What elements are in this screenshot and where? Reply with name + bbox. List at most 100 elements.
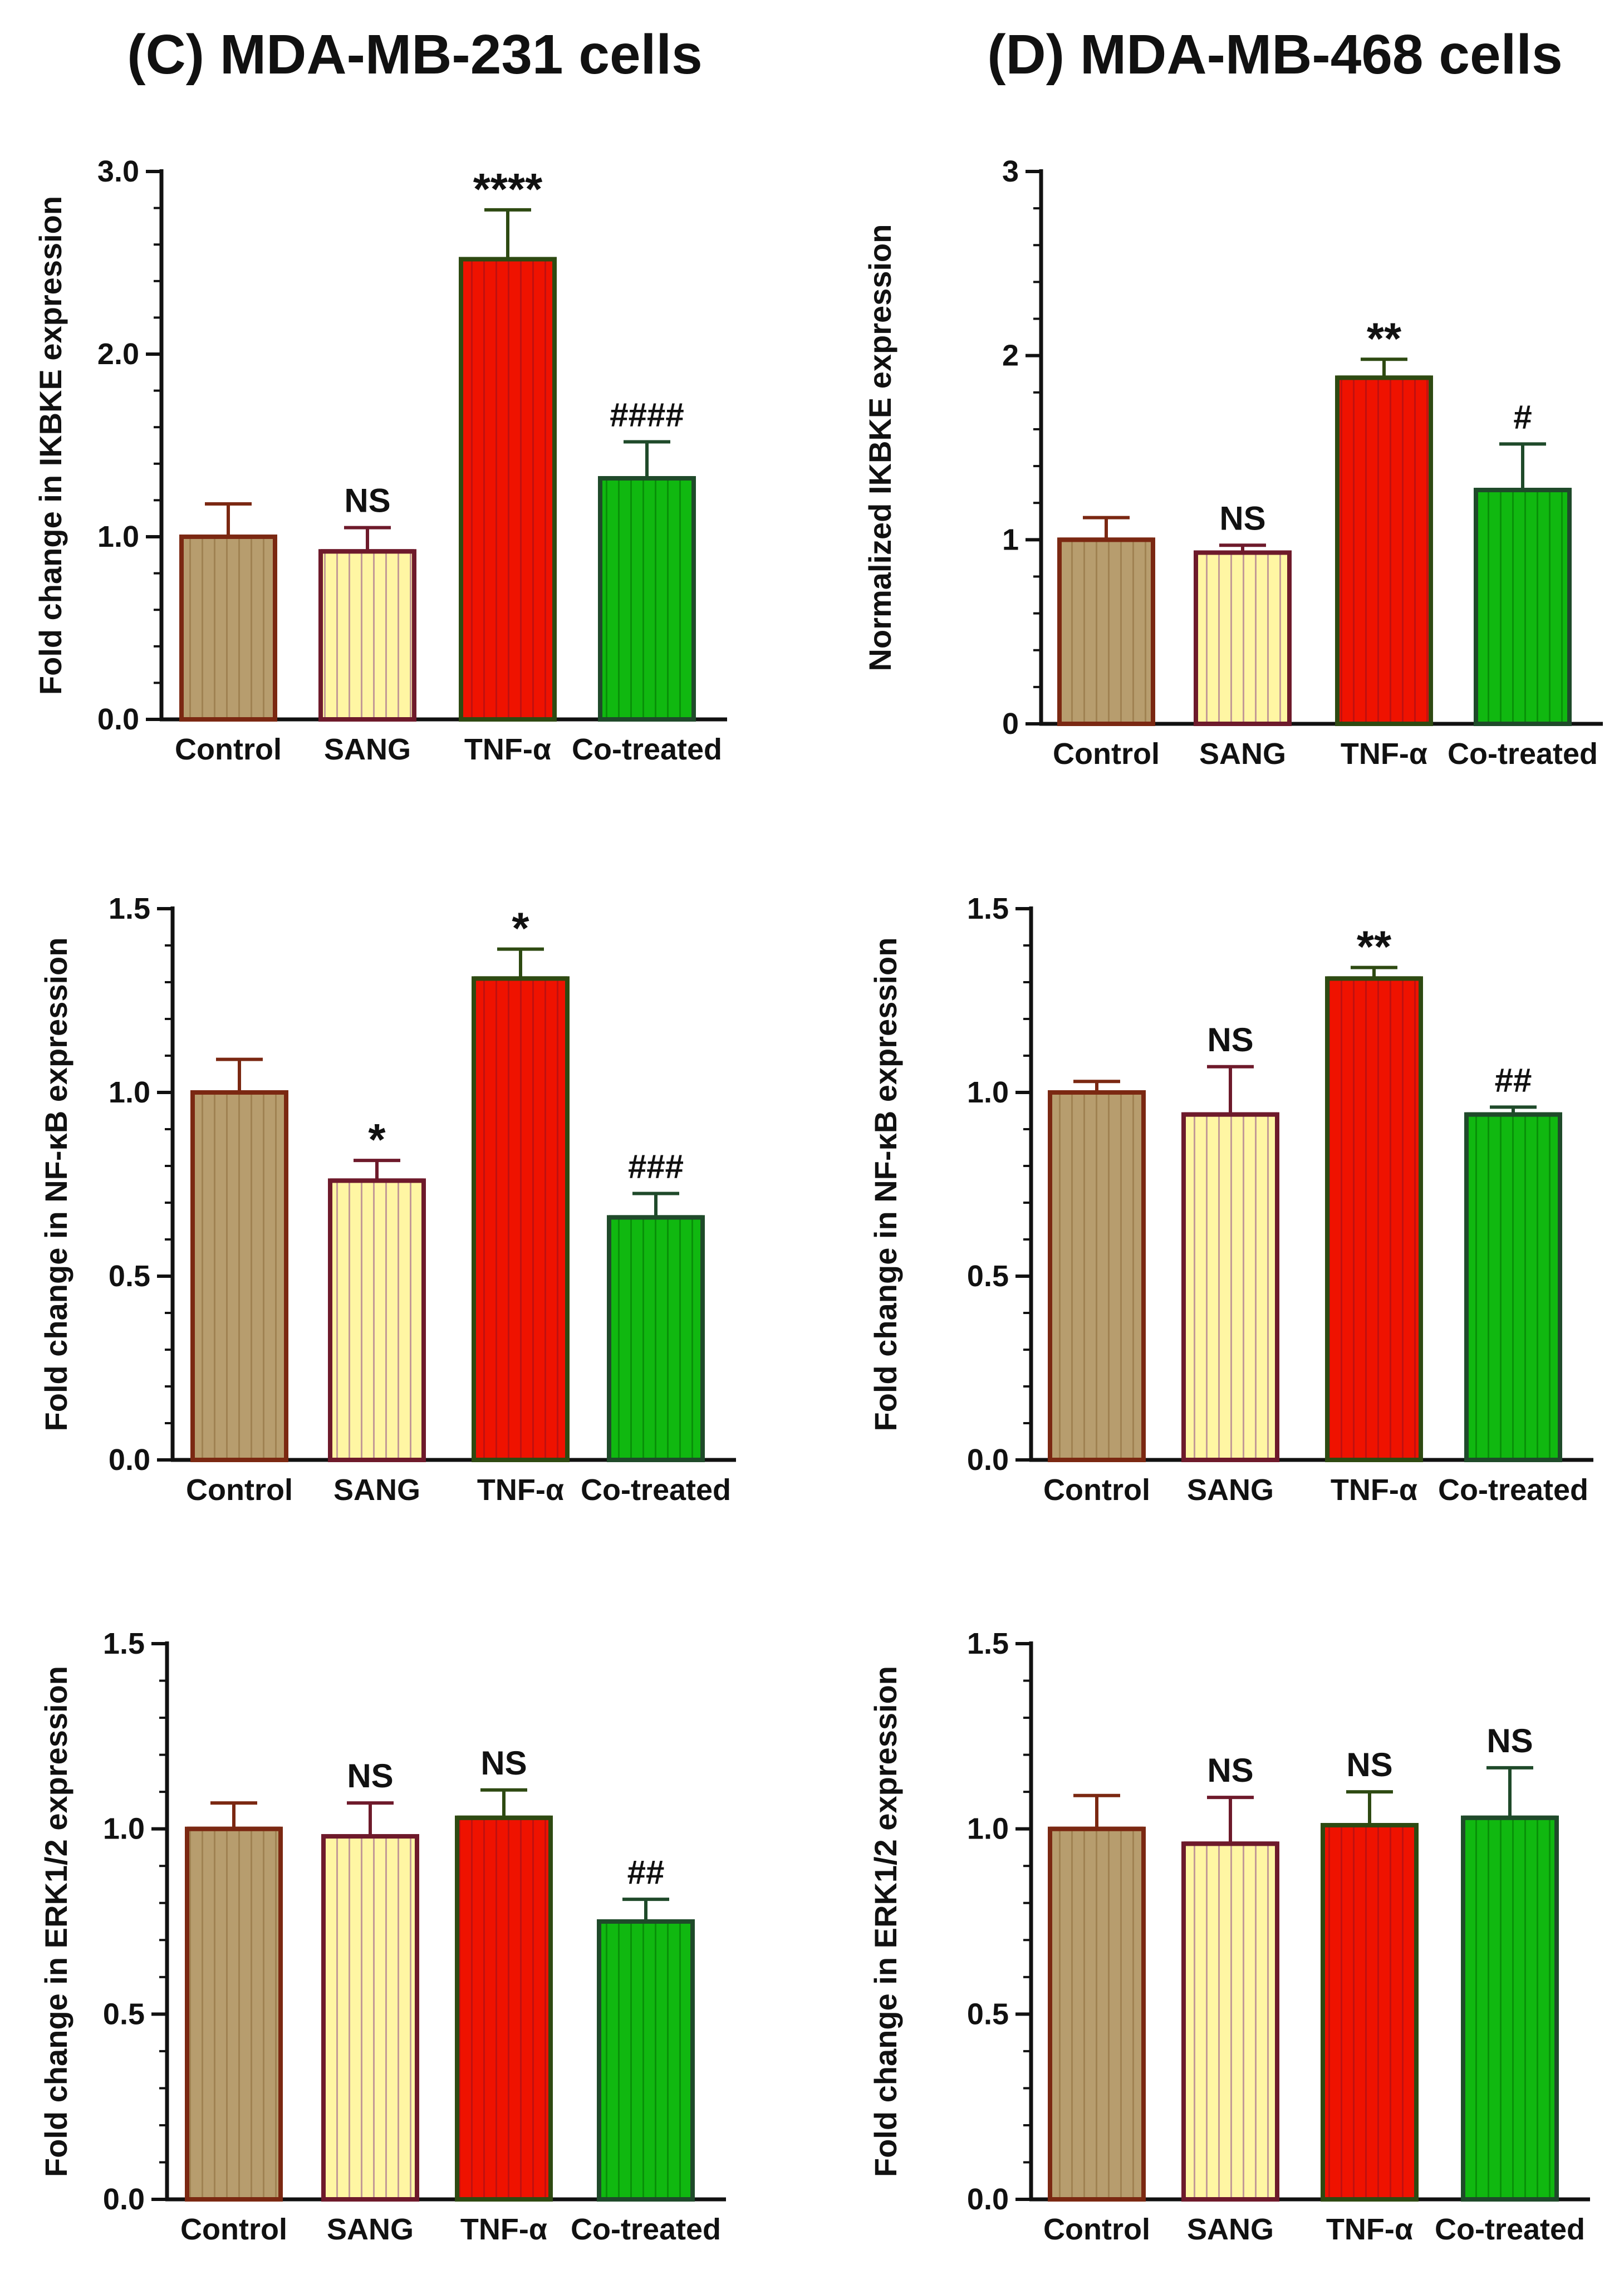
x-tick-label-co-treated: Co-treated — [572, 733, 722, 766]
column-title-c: (C) MDA-MB-231 cells — [127, 23, 703, 86]
significance-label-sang: NS — [1207, 1021, 1253, 1058]
y-tick-label: 3 — [1002, 155, 1019, 188]
x-tick-label-sang: SANG — [324, 733, 411, 766]
y-tick-label: 0.5 — [967, 1997, 1009, 2031]
x-tick-label-control: Control — [1043, 1473, 1150, 1507]
bar-sang — [321, 1834, 419, 2202]
chart-panel-d-2: Fold change in NF-κB expression 0.0 0.5 1.0… — [868, 892, 1593, 1507]
bar-sang — [1194, 550, 1292, 726]
x-tick-label-tnf: TNF-α — [460, 2213, 547, 2246]
bar-tnf — [472, 976, 570, 1462]
significance-label-tnf: NS — [1346, 1746, 1392, 1783]
x-tick-label-sang: SANG — [333, 1473, 420, 1507]
chart-panel-d-3: Fold change in ERK1/2 expression 0.0 0.5 1.… — [868, 1627, 1590, 2246]
significance-label-sang: NS — [344, 482, 390, 519]
x-tick-label-sang: SANG — [1187, 1473, 1274, 1507]
x-tick-label-co-treated: Co-treated — [1438, 1473, 1588, 1507]
bar-co-treated — [1464, 1112, 1562, 1462]
bar-tnf — [455, 1815, 553, 2202]
significance-label-co-treated: ### — [628, 1148, 684, 1185]
y-axis-label: Normalized IKBKE expression — [862, 224, 897, 671]
x-tick-label-tnf: TNF-α — [1326, 2213, 1413, 2246]
y-tick-label: 1.0 — [97, 520, 139, 553]
x-tick-label-control: Control — [1053, 737, 1160, 771]
x-tick-label-co-treated: Co-treated — [581, 1473, 731, 1507]
y-tick-label: 0.0 — [967, 2183, 1009, 2216]
bar-sang — [318, 549, 416, 722]
bar-control — [190, 1090, 288, 1462]
x-tick-label-sang: SANG — [327, 2213, 414, 2246]
significance-label-sang: * — [368, 1115, 386, 1164]
bar-control — [185, 1826, 283, 2202]
x-tick-label-sang: SANG — [1199, 737, 1286, 771]
significance-label-tnf: ** — [1367, 313, 1402, 363]
y-tick-label: 0.5 — [967, 1259, 1009, 1293]
bar-sang — [328, 1178, 426, 1462]
y-tick-label: 1.0 — [967, 1812, 1009, 1846]
x-tick-label-tnf: TNF-α — [1341, 737, 1427, 771]
y-axis-label: Fold change in ERK1/2 expression — [38, 1666, 73, 2177]
bar-control — [1048, 1826, 1146, 2202]
chart-panel-c-1: Fold change in IKBKE expression 0.0 1.0 2.0… — [33, 155, 727, 766]
y-tick-label: 0.5 — [103, 1997, 145, 2031]
significance-label-tnf: NS — [480, 1744, 527, 1782]
y-tick-label: 1.5 — [103, 1627, 145, 1660]
x-tick-label-control: Control — [180, 2213, 287, 2246]
x-tick-label-sang: SANG — [1187, 2213, 1274, 2246]
bar-co-treated — [1474, 488, 1572, 726]
bar-control — [179, 535, 277, 722]
y-tick-label: 1.0 — [967, 1076, 1009, 1109]
x-tick-label-co-treated: Co-treated — [1435, 2213, 1585, 2246]
bar-sang — [1181, 1112, 1279, 1462]
significance-label-co-treated: NS — [1486, 1722, 1533, 1759]
y-tick-label: 1.5 — [967, 1627, 1009, 1660]
y-tick-label: 2.0 — [97, 337, 139, 371]
y-tick-label: 1 — [1002, 523, 1019, 556]
y-tick-label: 1.5 — [109, 892, 150, 925]
bar-co-treated — [598, 476, 696, 722]
bar-tnf — [1321, 1823, 1419, 2202]
chart-panel-c-3: Fold change in ERK1/2 expression 0.0 0.5 1.… — [38, 1627, 726, 2246]
y-tick-label: 0.5 — [109, 1259, 150, 1293]
bar-co-treated — [597, 1919, 695, 2202]
x-tick-label-tnf: TNF-α — [1331, 1473, 1417, 1507]
y-tick-label: 0 — [1002, 707, 1019, 741]
column-title-d: (D) MDA-MB-468 cells — [987, 23, 1563, 86]
bar-co-treated — [607, 1215, 705, 1462]
y-tick-label: 0.0 — [103, 2183, 145, 2216]
bar-tnf — [1335, 375, 1433, 726]
y-tick-label: 1.5 — [967, 892, 1009, 925]
y-axis-label: Fold change in IKBKE expression — [33, 196, 68, 695]
x-tick-label-control: Control — [186, 1473, 293, 1507]
significance-label-co-treated: # — [1513, 398, 1532, 435]
y-axis-label: Fold change in NF-κB expression — [38, 938, 73, 1432]
bar-co-treated — [1461, 1815, 1559, 2202]
significance-label-co-treated: ## — [627, 1854, 665, 1891]
y-axis-label: Fold change in ERK1/2 expression — [868, 1666, 903, 2177]
significance-label-co-treated: #### — [610, 396, 684, 433]
chart-panel-d-1: Normalized IKBKE expression 0 1 2 3 Control NS… — [862, 155, 1603, 771]
chart-panel-c-2: Fold change in NF-κB expression 0.0 0.5 1.0… — [38, 892, 736, 1507]
bar-tnf — [459, 257, 557, 722]
x-tick-label-control: Control — [1043, 2213, 1150, 2246]
y-tick-label: 0.0 — [109, 1443, 150, 1477]
significance-label-sang: NS — [347, 1757, 393, 1795]
y-tick-label: 0.0 — [97, 703, 139, 736]
significance-label-tnf: ** — [1357, 922, 1392, 972]
significance-label-co-treated: ## — [1495, 1061, 1532, 1099]
x-tick-label-co-treated: Co-treated — [571, 2213, 721, 2246]
significance-label-tnf: **** — [473, 164, 543, 214]
y-tick-label: 1.0 — [103, 1812, 145, 1846]
significance-label-sang: NS — [1207, 1752, 1253, 1789]
bar-sang — [1181, 1841, 1279, 2202]
y-tick-label: 2 — [1002, 339, 1019, 372]
x-tick-label-tnf: TNF-α — [477, 1473, 564, 1507]
x-tick-label-control: Control — [175, 733, 282, 766]
bar-control — [1057, 537, 1155, 726]
bar-tnf — [1325, 976, 1423, 1462]
significance-label-tnf: * — [512, 904, 529, 953]
bar-control — [1048, 1090, 1146, 1462]
y-tick-label: 3.0 — [97, 155, 139, 188]
x-tick-label-tnf: TNF-α — [464, 733, 551, 766]
